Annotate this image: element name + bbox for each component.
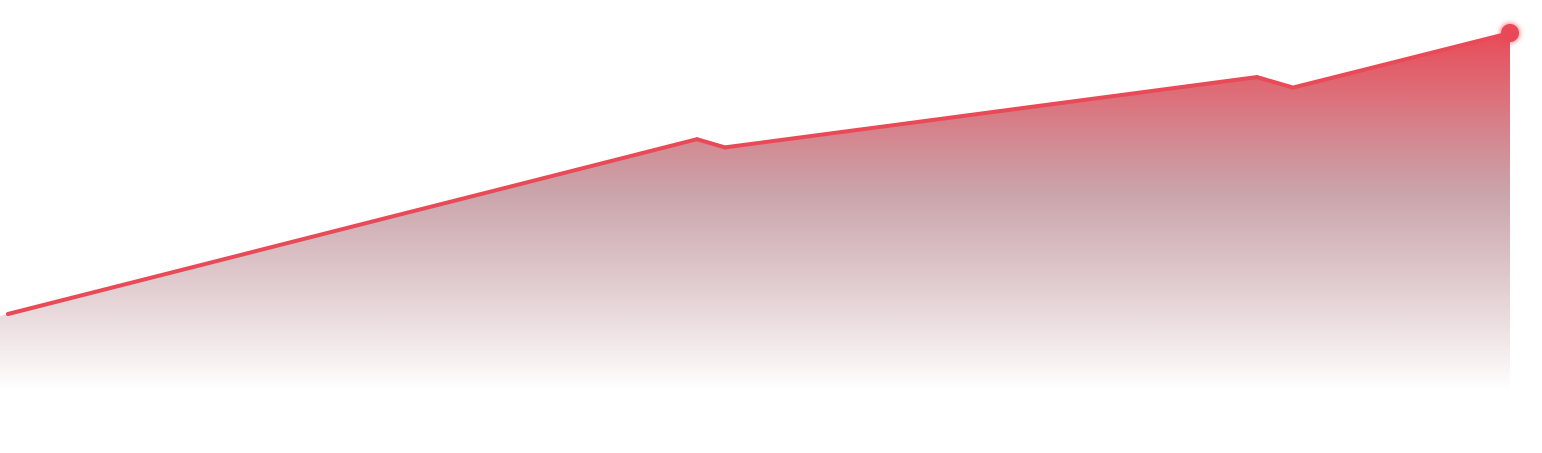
data-point-1 <box>695 137 699 142</box>
data-point-2 <box>723 145 727 150</box>
data-point-0 <box>6 312 10 316</box>
area-fill <box>0 33 1510 390</box>
series-line <box>7 31 1511 316</box>
data-point-3 <box>1255 75 1259 80</box>
end-marker[interactable] <box>1501 24 1519 42</box>
data-point-4 <box>1291 85 1295 90</box>
